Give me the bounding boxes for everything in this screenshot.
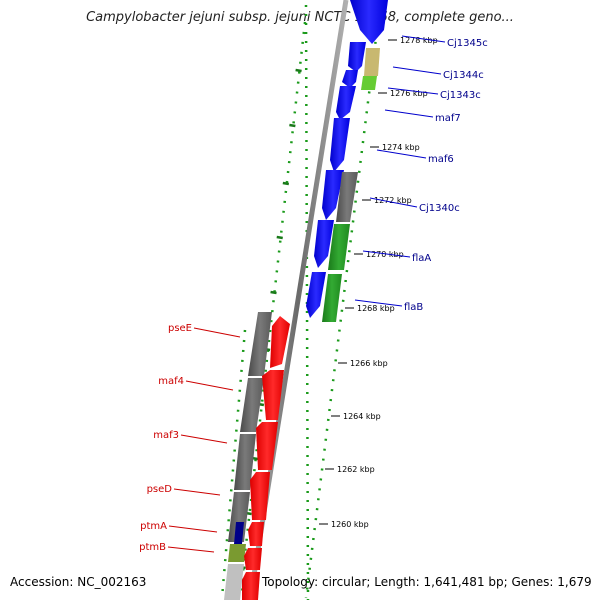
scale-tick-label: 1274 kbp	[382, 143, 420, 152]
gene-label-leader	[369, 197, 418, 208]
cds-feature-olive[interactable]	[228, 544, 246, 562]
cds-reverse-2[interactable]	[262, 370, 284, 420]
gene-label-leader	[401, 35, 446, 43]
cds-feature-lime[interactable]	[361, 76, 377, 90]
cds-forward-1[interactable]	[350, 0, 388, 44]
gene-label-maf3[interactable]: maf3	[153, 430, 179, 441]
cds-reverse-5[interactable]	[248, 522, 264, 546]
cds-reverse-4[interactable]	[250, 472, 270, 520]
map-title: Campylobacter jejuni subsp. jejuni NCTC …	[86, 10, 514, 25]
gene-label-leader	[362, 250, 411, 258]
gene-label-leader	[384, 109, 434, 118]
gene-features	[224, 0, 388, 600]
gene-label-leader	[354, 299, 403, 307]
gene-label-flaA[interactable]: flaA	[412, 253, 431, 264]
cds-feature-silver[interactable]	[224, 564, 244, 600]
scale-tick-label: 1260 kbp	[331, 520, 369, 529]
gene-labels: Cj1345c Cj1344c Cj1343c maf7 maf6 Cj1340c flaA…	[139, 35, 488, 553]
cds-forward-6[interactable]	[322, 170, 344, 220]
gene-label-Cj1344c[interactable]: Cj1344c	[443, 70, 484, 81]
scale-dash	[276, 235, 283, 240]
cds-feature-khaki[interactable]	[364, 48, 380, 76]
scale-tick-label: 1262 kbp	[337, 465, 375, 474]
cds-feature-grey-2[interactable]	[248, 312, 272, 376]
scale-dash	[295, 68, 302, 73]
gene-label-leader	[168, 525, 218, 533]
accession-text: Accession: NC_002163	[10, 575, 147, 589]
scale-dash	[270, 290, 277, 295]
gene-label-ptmA[interactable]: ptmA	[140, 521, 167, 532]
gene-label-pseE[interactable]: pseE	[168, 323, 192, 334]
cds-forward-2[interactable]	[348, 42, 366, 72]
gene-label-leader	[392, 66, 442, 75]
cds-feature-grey-1[interactable]	[336, 172, 358, 222]
gene-label-Cj1343c[interactable]: Cj1343c	[440, 90, 481, 101]
cds-feature-navy[interactable]	[234, 522, 244, 544]
cds-feature-green-2[interactable]	[322, 274, 342, 322]
cds-reverse-1[interactable]	[270, 316, 290, 368]
gene-label-leader	[193, 327, 241, 338]
cds-feature-grey-4[interactable]	[234, 434, 256, 490]
scale-tick-label: 1268 kbp	[357, 304, 395, 313]
scale-tick-label: 1278 kbp	[400, 36, 438, 45]
cds-reverse-6[interactable]	[244, 548, 262, 570]
dotted-ring-2	[304, 21, 380, 599]
scale-tick-label: 1272 kbp	[374, 196, 412, 205]
gene-label-leader	[167, 546, 215, 553]
scale-dash	[289, 123, 296, 128]
gene-label-leader	[376, 149, 427, 159]
cds-reverse-7[interactable]	[242, 572, 260, 600]
gene-label-maf6[interactable]: maf6	[428, 154, 454, 165]
gene-label-Cj1345c[interactable]: Cj1345c	[447, 38, 488, 49]
scale-ticks: 1278 kbp 1276 kbp 1274 kbp 1272 kbp 1270 kbp…	[319, 36, 438, 529]
gene-label-pseD[interactable]: pseD	[147, 484, 173, 495]
gene-label-leader	[387, 87, 439, 95]
gene-label-leader	[185, 380, 234, 391]
gene-label-flaB[interactable]: flaB	[404, 302, 423, 313]
cds-feature-grey-5[interactable]	[228, 492, 250, 542]
cds-forward-5[interactable]	[330, 118, 350, 172]
gene-label-ptmB[interactable]: ptmB	[139, 542, 166, 553]
scale-tick-label: 1270 kbp	[366, 250, 404, 259]
cds-feature-green-1[interactable]	[328, 224, 350, 270]
cds-forward-8[interactable]	[306, 272, 326, 318]
scale-tick-label: 1264 kbp	[343, 412, 381, 421]
topology-text: Topology: circular; Length: 1,641,481 bp…	[262, 575, 592, 589]
gene-label-Cj1340c[interactable]: Cj1340c	[419, 203, 460, 214]
cds-forward-3[interactable]	[342, 70, 358, 88]
cds-feature-grey-3[interactable]	[240, 378, 264, 432]
gene-label-maf7[interactable]: maf7	[435, 113, 461, 124]
cds-forward-4[interactable]	[336, 86, 356, 120]
gene-label-leader	[180, 434, 228, 444]
scale-dash	[282, 181, 290, 186]
scale-tick-label: 1266 kbp	[350, 359, 388, 368]
scale-tick-label: 1276 kbp	[390, 89, 428, 98]
gene-label-maf4[interactable]: maf4	[158, 376, 184, 387]
cds-reverse-3[interactable]	[256, 422, 278, 470]
cds-forward-7[interactable]	[314, 220, 334, 268]
gene-label-leader	[173, 488, 221, 496]
